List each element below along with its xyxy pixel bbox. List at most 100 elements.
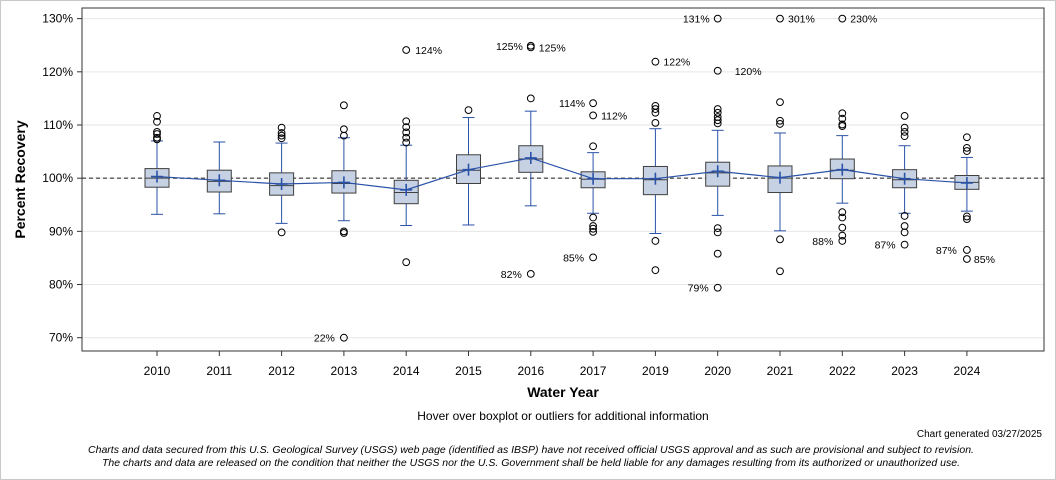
- outlier-point: [651, 266, 660, 275]
- outlier-point: [277, 228, 286, 237]
- y-axis-title: Percent Recovery: [12, 120, 28, 239]
- outlier-point: [153, 128, 161, 136]
- x-tick-label: 2023: [891, 364, 918, 378]
- outlier-point: [340, 229, 348, 237]
- outlier-point: [713, 228, 722, 237]
- outlier-point: [963, 147, 971, 155]
- outlier-point: [589, 222, 597, 230]
- outlier-point: [713, 116, 722, 125]
- outlier-label: 131%: [683, 14, 710, 26]
- outlier-point: [776, 98, 784, 107]
- outlier-point: [776, 120, 784, 128]
- outlier-point: [713, 105, 722, 113]
- outlier-point: [651, 237, 660, 245]
- outlier-point: [464, 106, 473, 115]
- outlier-point: [589, 142, 597, 151]
- outlier-point: [402, 117, 411, 126]
- outlier-point: [589, 99, 597, 108]
- x-tick-label: 2021: [767, 364, 794, 378]
- outlier-point: [963, 255, 971, 263]
- mean-line: [156, 157, 967, 191]
- outlier-point: [900, 123, 909, 132]
- outlier-label: 85%: [563, 252, 584, 264]
- outlier-label: 112%: [601, 110, 627, 122]
- outlier-label: 87%: [936, 245, 957, 257]
- outlier-point: [402, 133, 411, 142]
- outlier-point: [776, 116, 784, 125]
- box-2021: [767, 165, 793, 194]
- x-tick-label: 2014: [393, 364, 420, 378]
- outlier-label: 125%: [496, 41, 523, 53]
- outlier-label: 114%: [559, 98, 585, 110]
- plot-area: [81, 7, 1045, 352]
- outlier-point: [776, 14, 784, 23]
- outlier-point: [900, 212, 909, 220]
- outlier-point: [713, 119, 722, 128]
- outlier-point: [713, 224, 722, 233]
- outlier-label: 88%: [812, 236, 833, 248]
- outlier-point: [838, 223, 847, 232]
- outlier-point: [838, 109, 847, 118]
- outlier-point: [277, 123, 286, 132]
- outlier-point: [713, 66, 722, 75]
- outlier-point: [838, 231, 847, 240]
- outlier-point: [713, 108, 722, 117]
- outlier-point: [153, 117, 161, 126]
- outlier-point: [900, 228, 909, 237]
- outlier-point: [651, 108, 660, 117]
- outlier-point: [900, 240, 909, 249]
- x-tick-label: 2017: [580, 364, 607, 378]
- hover-note: Hover over boxplot or outliers for addit…: [417, 409, 709, 423]
- outlier-label: 120%: [735, 66, 762, 78]
- outlier-point: [838, 237, 847, 245]
- outlier-point: [963, 143, 971, 152]
- y-tick-label: 70%: [49, 331, 73, 345]
- y-tick-label: 130%: [42, 12, 73, 26]
- outlier-point: [651, 57, 660, 66]
- outlier-point: [153, 112, 161, 120]
- disclaimer-line-2: The charts and data are released on the …: [102, 457, 960, 469]
- outlier-point: [402, 138, 411, 147]
- outlier-label: 82%: [501, 269, 522, 281]
- x-tick-label: 2012: [268, 364, 295, 378]
- outlier-label: 122%: [663, 57, 690, 69]
- y-tick-label: 110%: [43, 118, 73, 132]
- outlier-point: [277, 134, 286, 143]
- outlier-point: [277, 131, 286, 140]
- outlier-point: [402, 258, 411, 267]
- outlier-point: [651, 118, 660, 127]
- outlier-point: [900, 112, 909, 120]
- outlier-label: 87%: [875, 240, 896, 252]
- outlier-label: 124%: [415, 45, 442, 57]
- outlier-point: [963, 215, 971, 224]
- outlier-point: [340, 333, 348, 342]
- outlier-label: 301%: [788, 14, 815, 26]
- outlier-point: [838, 114, 847, 123]
- outlier-point: [838, 213, 847, 222]
- x-tick-label: 2024: [954, 364, 981, 378]
- outlier-point: [900, 128, 909, 136]
- outlier-point: [526, 269, 535, 278]
- x-tick-label: 2011: [206, 364, 232, 378]
- outlier-label: 79%: [688, 283, 709, 295]
- outlier-label: 22%: [314, 333, 335, 345]
- outlier-label: 230%: [850, 14, 877, 26]
- outlier-label: 85%: [974, 254, 995, 266]
- outlier-point: [776, 235, 784, 244]
- outlier-point: [838, 14, 847, 23]
- outlier-point: [963, 212, 971, 221]
- x-tick-label: 2010: [144, 364, 171, 378]
- disclaimer-line-1: Charts and data secured from this U.S. G…: [88, 444, 974, 456]
- x-tick-label: 2013: [331, 364, 358, 378]
- chart-generated-date: Chart generated 03/27/2025: [916, 429, 1042, 440]
- outlier-point: [713, 14, 722, 23]
- outlier-point: [900, 132, 909, 141]
- outlier-point: [402, 46, 411, 54]
- outlier-point: [589, 224, 597, 233]
- outlier-point: [277, 129, 286, 137]
- outlier-point: [340, 131, 348, 140]
- outlier-point: [526, 41, 535, 50]
- outlier-point: [526, 43, 535, 52]
- outlier-point: [963, 246, 971, 254]
